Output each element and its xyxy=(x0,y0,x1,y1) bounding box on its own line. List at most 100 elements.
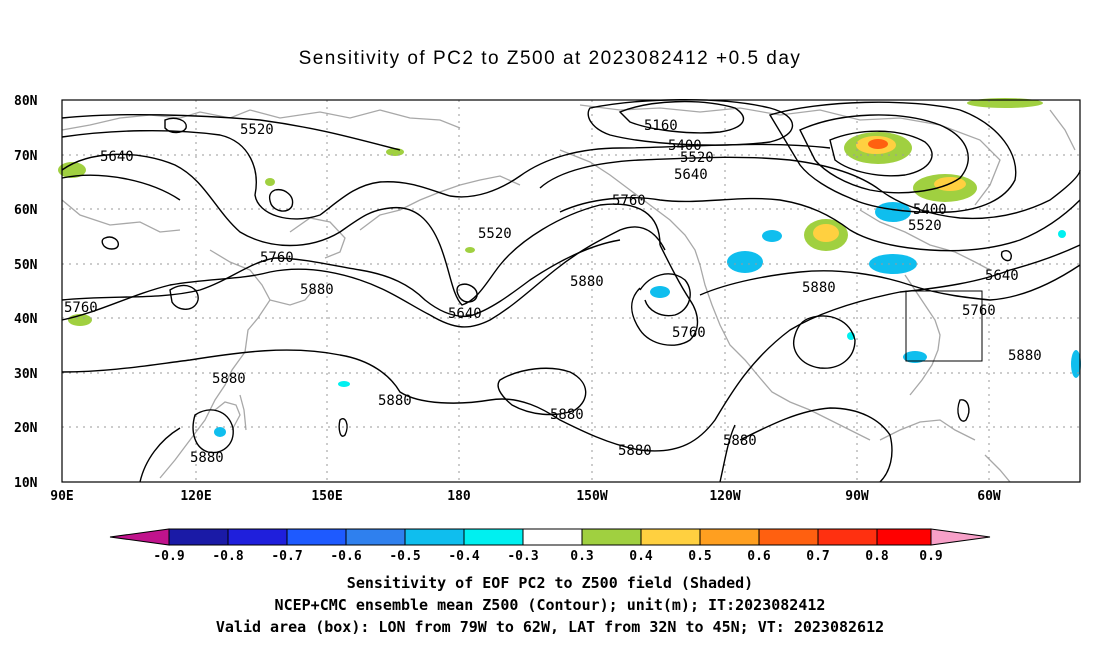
lon-label: 150E xyxy=(311,489,342,504)
lat-label: 40N xyxy=(14,312,38,327)
lon-label: 90W xyxy=(845,489,869,504)
colorbar-swatch xyxy=(817,528,878,546)
lat-label: 70N xyxy=(14,149,38,164)
contour-label: 5640 xyxy=(448,306,482,322)
sensitivity-shading xyxy=(58,98,1081,437)
contour-label: 5640 xyxy=(100,149,134,165)
positive-patch xyxy=(813,224,839,242)
valid-area-box xyxy=(905,290,983,362)
colorbar-label: 0.4 xyxy=(629,549,653,564)
colorbar-label: -0.8 xyxy=(212,549,243,564)
lat-label: 60N xyxy=(14,203,38,218)
colorbar-swatch xyxy=(463,528,524,546)
caption-line-2: NCEP+CMC ensemble mean Z500 (Contour); u… xyxy=(274,596,826,614)
graticule xyxy=(62,100,1080,482)
contour-label: 5760 xyxy=(260,250,294,266)
negative-patch xyxy=(214,427,226,437)
contour-label: 5880 xyxy=(802,280,836,296)
colorbar-label: -0.3 xyxy=(507,549,538,564)
lon-label: 120W xyxy=(709,489,740,504)
contour-label: 5880 xyxy=(550,407,584,423)
contour-label: 5760 xyxy=(672,325,706,341)
lon-label: 120E xyxy=(180,489,211,504)
colorbar-swatch xyxy=(699,528,760,546)
colorbar-swatch xyxy=(227,528,288,546)
colorbar-label: -0.6 xyxy=(330,549,361,564)
positive-patch xyxy=(265,178,275,186)
colorbar-high-tri xyxy=(930,528,991,546)
contour-label: 5520 xyxy=(240,122,274,138)
lat-label: 30N xyxy=(14,367,38,382)
contour-label: 5760 xyxy=(612,193,646,209)
caption-line-3: Valid area (box): LON from 79W to 62W, L… xyxy=(215,618,885,636)
colorbar-swatch xyxy=(522,528,583,546)
contour-label: 5880 xyxy=(570,274,604,290)
negative-patch xyxy=(338,381,350,387)
plot-title: Sensitivity of PC2 to Z500 at 2023082412… xyxy=(298,48,802,69)
lat-label: 80N xyxy=(14,94,38,109)
contour-label: 5880 xyxy=(618,443,652,459)
colorbar-label: -0.7 xyxy=(271,549,302,564)
negative-patch xyxy=(1058,230,1066,238)
figure-caption: Sensitivity of EOF PC2 to Z500 field (Sh… xyxy=(0,572,1100,638)
map-frame xyxy=(61,99,1081,483)
latitude-labels: 80N 70N 60N 50N 40N 30N 20N 10N xyxy=(14,94,38,491)
colorbar-label: 0.3 xyxy=(570,549,593,564)
colorbar-swatch xyxy=(640,528,701,546)
contour-label: 5160 xyxy=(644,118,678,134)
colorbar-label: 0.6 xyxy=(747,549,771,564)
contour-label: 5640 xyxy=(985,268,1019,284)
lon-label: 90E xyxy=(50,489,73,504)
contour-label: 5520 xyxy=(908,218,942,234)
lat-label: 20N xyxy=(14,421,38,436)
negative-patch xyxy=(1071,350,1081,378)
colorbar-low-tri xyxy=(109,528,170,546)
contour-label: 5400 xyxy=(668,138,702,154)
colorbar-swatch xyxy=(404,528,465,546)
colorbar-swatch xyxy=(345,528,406,546)
lon-label: 150W xyxy=(576,489,607,504)
contour-label: 5880 xyxy=(378,393,412,409)
colorbar: -0.9 -0.8 -0.7 -0.6 -0.5 -0.4 -0.3 0.3 0… xyxy=(109,528,991,564)
colorbar-swatch xyxy=(758,528,819,546)
contour-label: 5880 xyxy=(723,433,757,449)
z500-contours xyxy=(61,99,1081,483)
longitude-labels: 90E 120E 150E 180 150W 120W 90W 60W xyxy=(50,489,1001,504)
lon-label: 180 xyxy=(447,489,471,504)
negative-patch xyxy=(762,230,782,242)
negative-patch xyxy=(903,351,927,363)
negative-patch xyxy=(727,251,763,273)
lon-label: 60W xyxy=(977,489,1001,504)
colorbar-label: 0.5 xyxy=(688,549,711,564)
contour-label-group: 5520 5640 5760 5880 5880 5640 5520 5880 … xyxy=(64,118,1042,466)
contour-label: 5880 xyxy=(1008,348,1042,364)
colorbar-swatch xyxy=(581,528,642,546)
contour-label: 5880 xyxy=(300,282,334,298)
lat-label: 50N xyxy=(14,258,38,273)
contour-label: 5400 xyxy=(913,202,947,218)
negative-patch xyxy=(650,286,670,298)
positive-patch xyxy=(465,247,475,253)
contour-label: 5520 xyxy=(478,226,512,242)
contour-label: 5520 xyxy=(680,150,714,166)
caption-line-1: Sensitivity of EOF PC2 to Z500 field (Sh… xyxy=(346,574,754,592)
contour-label: 5760 xyxy=(962,303,996,319)
colorbar-swatch xyxy=(168,528,229,546)
colorbar-label: 0.8 xyxy=(865,549,889,564)
contour-label: 5880 xyxy=(212,371,246,387)
colorbar-label: 0.9 xyxy=(919,549,942,564)
contour-label: 5760 xyxy=(64,300,98,316)
positive-patch xyxy=(868,139,888,149)
contour-label: 5640 xyxy=(674,167,708,183)
coastlines xyxy=(61,104,1076,483)
colorbar-swatch xyxy=(286,528,347,546)
negative-patch xyxy=(875,202,911,222)
colorbar-swatch xyxy=(876,528,932,546)
colorbar-label: -0.9 xyxy=(153,549,184,564)
colorbar-label: 0.7 xyxy=(806,549,829,564)
contour-label: 5880 xyxy=(190,450,224,466)
colorbar-label: -0.4 xyxy=(448,549,479,564)
lat-label: 10N xyxy=(14,476,38,491)
positive-patch xyxy=(58,162,86,178)
